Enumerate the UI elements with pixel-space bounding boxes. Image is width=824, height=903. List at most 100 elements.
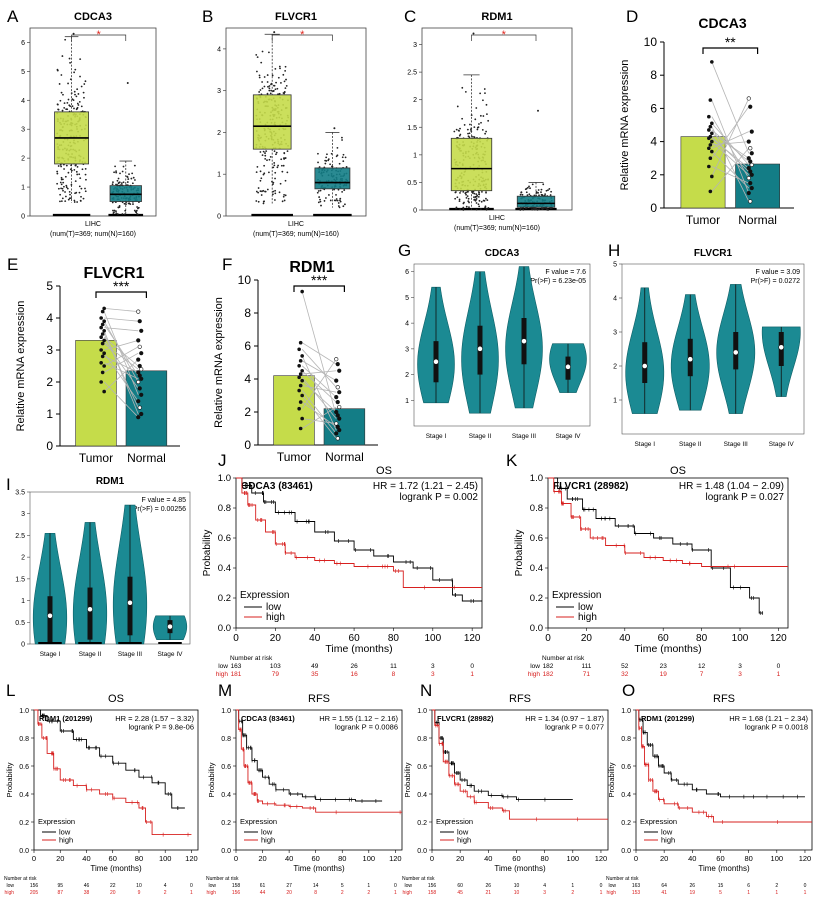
x-tick-label: 60 [349,633,361,644]
data-point [542,183,545,186]
data-point [59,163,62,166]
x-tick-label: 0 [233,633,239,644]
data-point [538,208,541,211]
normal-point [749,172,754,177]
hazard-ratio: HR = 1.72 (1.21 − 2.45) [373,481,478,492]
violin-iqr [87,587,93,640]
risk-value-high: 3 [431,671,435,678]
data-point [280,158,283,161]
data-point [472,190,475,193]
data-point [60,200,63,203]
data-point [56,172,59,175]
risk-value-high: 32 [621,671,629,678]
data-point [465,191,468,194]
y-tick-label: 0 [21,214,25,221]
data-point [259,151,262,153]
tumor-point [708,98,713,102]
y-tick-label: 0.4 [218,563,231,574]
km-curve-high [432,709,608,820]
data-point [282,195,285,198]
risk-label-low: low [404,883,412,889]
data-point [529,187,531,190]
data-point [75,164,77,166]
data-point [485,208,488,211]
legend-label-low: low [59,828,71,837]
violin-median [47,612,53,619]
tumor-point [300,416,304,421]
data-point [461,86,464,89]
y-tick-label: 0 [413,208,417,215]
x-tick-label: 100 [424,633,441,644]
risk-value-high: 16 [350,671,358,678]
data-point [285,78,287,81]
x-tick-label: 20 [258,854,266,863]
legend-label-high: high [661,836,675,845]
y-tick-label: 2.5 [407,70,417,77]
data-point [66,108,69,111]
y-tick-label: 0.6 [417,764,427,771]
y-tick-label: 1 [21,598,25,605]
risk-table-title: Number at risk [402,876,435,882]
data-point [257,200,260,203]
y-tick-label: 4 [650,135,657,149]
data-point [331,165,334,168]
normal-point [139,376,144,381]
data-point [73,71,76,74]
chart-title: CDCA3 [485,248,520,259]
data-point [277,76,280,79]
risk-value-low: 15 [718,883,724,889]
data-point [112,212,115,215]
data-point [64,200,67,203]
data-point [477,203,480,206]
data-point [274,192,277,195]
data-point [341,139,343,141]
data-point [274,189,277,192]
risk-value-low: 4 [164,883,167,889]
risk-value-low: 182 [543,663,554,670]
y-tick-label: 6 [650,101,657,115]
legend-label-high: high [457,836,471,845]
legend-label-low: low [261,828,273,837]
data-point [268,171,270,174]
data-point [84,187,86,190]
y-tick-label: 0.4 [621,792,631,799]
y-tick-label: 0.2 [221,820,231,827]
data-point [333,127,336,130]
data-point [267,85,269,88]
y-tick-label: 0.2 [621,820,631,827]
data-point [260,177,263,180]
risk-label-high: high [207,890,217,896]
boxplot-panel-B: FLVCR1 0 1 2 3 4 * LIHC (num(T)=369; num(N)=160) [217,11,367,238]
tumor-point [707,146,711,151]
risk-value-low: 61 [260,883,266,889]
data-point [276,87,279,90]
data-point [283,193,285,196]
tumor-point [100,309,105,314]
normal-point [137,344,142,349]
data-point [256,166,259,168]
data-point [273,164,276,167]
data-point [115,183,117,186]
data-point [474,199,477,202]
significance-star: ** [725,34,736,50]
normal-point [136,338,141,343]
data-point [73,168,76,171]
data-point [479,92,482,95]
data-point [284,65,287,68]
data-point [131,172,134,175]
data-point [324,162,327,165]
data-point [78,191,81,194]
x-tick-label: 100 [771,854,784,863]
paired-line [711,141,749,146]
data-point [342,160,345,163]
data-point [65,164,68,167]
significance-bracket [71,34,127,41]
data-point [112,181,114,184]
data-point [80,105,83,108]
box [450,137,493,192]
tumor-point [297,347,301,352]
km-panel-N: RFS FLVCR1 (28982) HR = 1.34 (0.97 − 1.87)… [402,693,609,896]
risk-value-high: 5 [719,890,722,896]
x-tick-label: 40 [484,854,492,863]
data-point [485,197,487,200]
